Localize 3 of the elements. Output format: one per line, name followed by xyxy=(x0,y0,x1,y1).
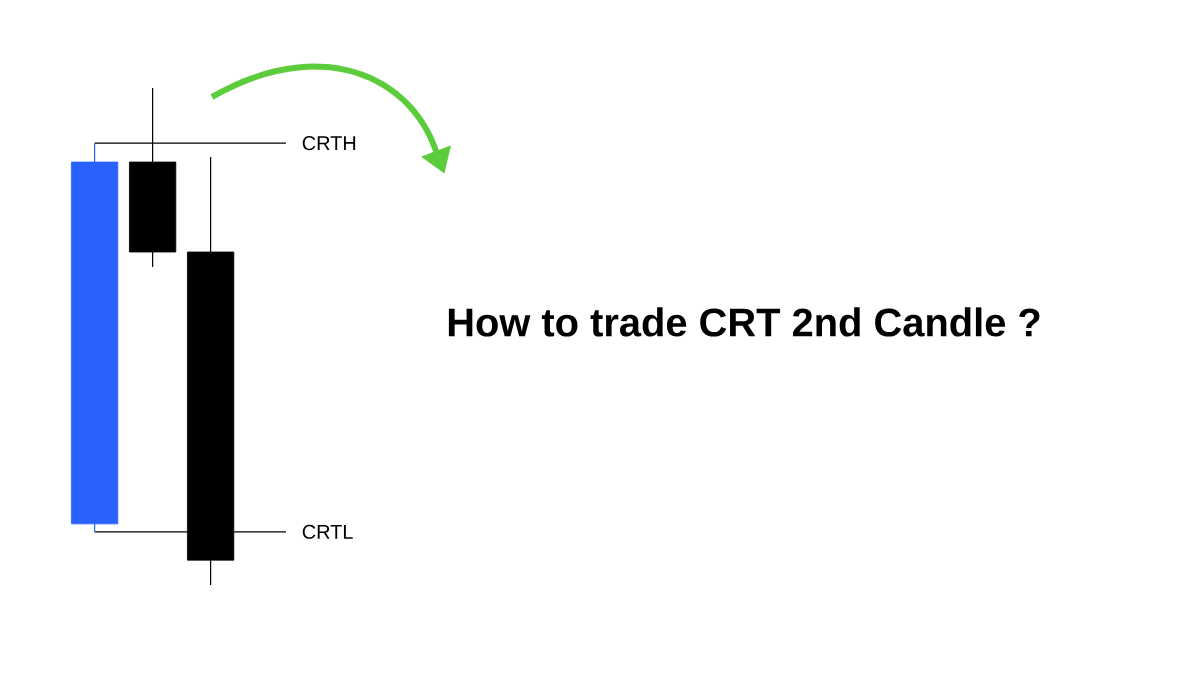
ref-line-label: CRTL xyxy=(302,524,353,539)
text: How to trade CRT 2nd Candle ? xyxy=(448,307,1040,337)
ref-line-label: CRTH xyxy=(302,136,356,151)
